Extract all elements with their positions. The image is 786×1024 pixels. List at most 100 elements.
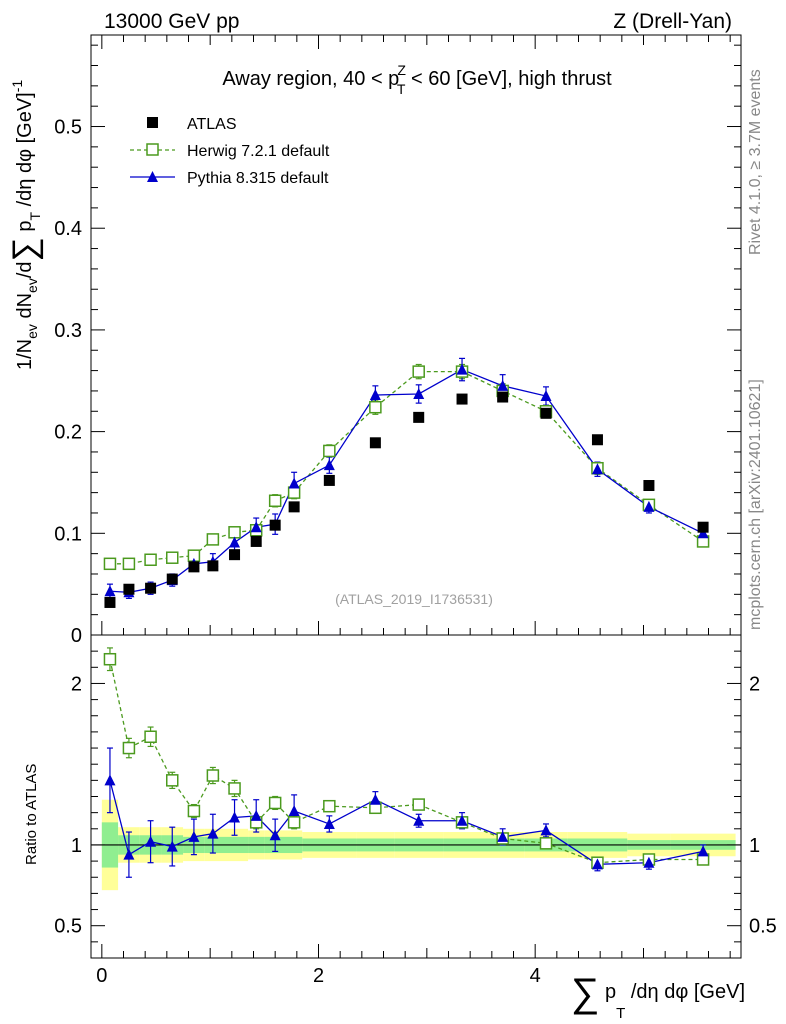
- ratio-ytick-label-right: 1: [749, 835, 760, 857]
- ratio-ytick-label: 0.5: [54, 916, 82, 938]
- atlas-point: [697, 521, 709, 533]
- herwig-point: [369, 400, 382, 414]
- pythia-ratio-point: [166, 840, 178, 852]
- ratio-ytick-label-right: 2: [749, 673, 760, 695]
- atlas-point: [145, 582, 157, 594]
- pythia-ratio-point: [697, 845, 709, 857]
- herwig-point: [206, 533, 220, 546]
- atlas-point: [456, 393, 468, 405]
- herwig-point: [166, 551, 179, 564]
- pythia-point: [369, 389, 381, 400]
- pythia-ratio-point: [288, 805, 300, 817]
- pythia-ratio-point: [540, 824, 552, 836]
- ratio-ylabel: Ratio to ATLAS: [23, 764, 40, 865]
- herwig-ratio-point: [103, 652, 117, 666]
- pythia-ratio-point: [369, 793, 381, 805]
- herwig-ratio-point: [144, 730, 157, 743]
- analysis-watermark: (ATLAS_2019_I1736531): [335, 591, 493, 607]
- ratio-ytick-label: 1: [71, 835, 82, 857]
- herwig-point: [228, 526, 241, 539]
- legend-atlas-marker: [147, 117, 158, 128]
- main-ytick-label: 0.4: [54, 218, 82, 240]
- atlas-point: [497, 391, 509, 403]
- main-ytick-label: 0.5: [54, 117, 82, 139]
- xlabel: ∑ pT /dη dφ [GeV]: [571, 971, 745, 1022]
- pythia-ratio-point: [591, 858, 603, 870]
- main-ylabel: 1/Nev dNev/d∑ pT /dη dφ [GeV]-1: [6, 80, 44, 370]
- pythia-point: [697, 527, 709, 539]
- legend: ATLAS Herwig 7.2.1 default Pythia 8.315 …: [130, 116, 330, 187]
- atlas-point: [369, 437, 381, 449]
- pythia-ratio-point: [207, 827, 219, 839]
- atlas-point: [288, 501, 300, 513]
- main-plot-area: 0 0.1 0.2 0.3 0.4 0.5: [54, 35, 741, 647]
- pythia-ratio-point: [269, 829, 281, 841]
- herwig-point: [144, 553, 157, 566]
- atlas-point: [166, 573, 178, 585]
- main-ytick-label: 0.3: [54, 320, 82, 342]
- legend-herwig-marker: [146, 143, 159, 156]
- atlas-point: [540, 407, 552, 419]
- herwig-point: [412, 365, 425, 378]
- atlas-point: [188, 561, 200, 573]
- atlas-point: [104, 596, 116, 608]
- ratio-ytick-label: 2: [71, 673, 82, 695]
- pythia-ratio-point: [643, 856, 655, 868]
- herwig-ratio-point: [412, 798, 425, 811]
- atlas-point: [250, 535, 262, 547]
- ratio-frame: [90, 634, 742, 959]
- pythia-ratio-point: [188, 830, 200, 842]
- herwig-line: [109, 370, 704, 565]
- herwig-ratio-point: [166, 774, 179, 787]
- herwig-ratio-point: [323, 799, 336, 813]
- pythia-point: [288, 477, 300, 489]
- pythia-point: [591, 463, 603, 475]
- pythia-point: [323, 459, 335, 471]
- herwig-ratio-point: [539, 837, 553, 850]
- pythia-ratio-point: [229, 811, 241, 823]
- atlas-point: [207, 560, 219, 572]
- xtick-label: 4: [530, 965, 541, 987]
- pythia-ratio-point: [104, 774, 116, 786]
- ratio-ytick-label-right: 0.5: [749, 916, 777, 938]
- header-left: 13000 GeV pp: [104, 10, 239, 33]
- pythia-point: [540, 390, 552, 402]
- atlas-point: [591, 434, 603, 446]
- pythia-point: [456, 363, 468, 375]
- pythia-point: [643, 500, 655, 512]
- pythia-point: [104, 585, 116, 597]
- header-right: Z (Drell-Yan): [613, 10, 732, 33]
- pythia-ratio-point: [497, 830, 509, 842]
- pythia-ratio-point: [145, 835, 157, 847]
- pythia-point: [413, 387, 425, 399]
- herwig-ratio-point: [287, 816, 301, 829]
- pythia-point: [497, 379, 509, 391]
- atlas-point: [323, 474, 335, 486]
- herwig-point: [268, 494, 282, 508]
- legend-herwig-label: Herwig 7.2.1 default: [187, 143, 330, 160]
- mcplots-label: mcplots.cern.ch [arXiv:2401.10621]: [747, 379, 764, 630]
- plot-title: Away region, 40 < pZ T < 60 [GeV], high t…: [222, 62, 612, 97]
- xtick-label: 0: [96, 965, 107, 987]
- herwig-point: [323, 444, 336, 458]
- atlas-point: [413, 411, 425, 423]
- atlas-point: [123, 583, 135, 595]
- atlas-point: [643, 480, 655, 492]
- main-ytick-label: 0.1: [54, 523, 82, 545]
- pythia-ratio-point: [456, 814, 468, 826]
- atlas-point: [229, 549, 241, 561]
- ratio-plot-area: 0.5 1 2 0.5 1 2 0 2 4: [54, 647, 777, 987]
- xtick-label: 2: [313, 965, 324, 987]
- herwig-ratio-point: [206, 769, 220, 782]
- pythia-ratio-point: [250, 809, 262, 821]
- herwig-ratio-point: [268, 796, 282, 810]
- herwig-point: [287, 486, 301, 499]
- herwig-ratio-point: [122, 741, 136, 755]
- pythia-point: [229, 536, 241, 548]
- pythia-ratio-point: [123, 848, 135, 860]
- herwig-ratio-point: [187, 804, 201, 818]
- main-ytick-label: 0: [71, 625, 82, 647]
- main-ytick-label: 0.2: [54, 422, 82, 444]
- rivet-label: Rivet 4.1.0, ≥ 3.7M events: [747, 69, 764, 255]
